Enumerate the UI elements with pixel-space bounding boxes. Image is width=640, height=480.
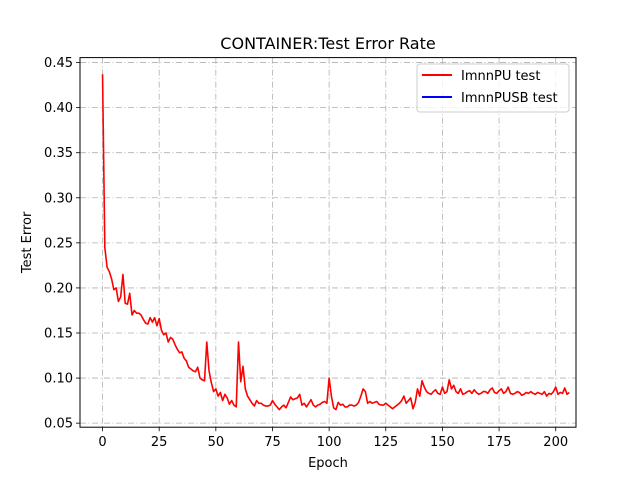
x-tick-label: 125 bbox=[373, 435, 398, 450]
y-tick-label: 0.30 bbox=[44, 191, 73, 206]
legend-label-imnnpusb: ImnnPUSB test bbox=[461, 91, 558, 106]
chart-title: CONTAINER:Test Error Rate bbox=[220, 34, 435, 53]
y-tick-label: 0.10 bbox=[44, 372, 73, 387]
series-layer bbox=[101, 74, 570, 411]
x-tick-label: 50 bbox=[208, 435, 225, 450]
y-tick-label: 0.20 bbox=[44, 281, 73, 296]
y-tick-label: 0.25 bbox=[44, 236, 73, 251]
y-tick-label: 0.40 bbox=[44, 101, 73, 116]
plot-frame bbox=[79, 57, 577, 428]
x-axis-label: Epoch bbox=[308, 456, 348, 471]
x-tick-label: 25 bbox=[151, 435, 168, 450]
y-tick-label: 0.35 bbox=[44, 146, 73, 161]
x-tick-label: 175 bbox=[487, 435, 512, 450]
y-axis-label: Test Error bbox=[20, 211, 35, 274]
series-line-imnnpu-test bbox=[101, 74, 570, 411]
x-tick-label: 100 bbox=[317, 435, 342, 450]
y-tick-label: 0.45 bbox=[44, 56, 73, 71]
y-tick-label: 0.15 bbox=[44, 326, 73, 341]
legend: ImnnPU test ImnnPUSB test bbox=[416, 63, 570, 113]
x-tick-label: 75 bbox=[264, 435, 281, 450]
x-tick-label: 150 bbox=[430, 435, 455, 450]
legend-box bbox=[416, 63, 570, 113]
x-tick-label: 200 bbox=[543, 435, 568, 450]
legend-label-imnnpu: ImnnPU test bbox=[461, 69, 540, 84]
x-tick-label: 0 bbox=[98, 435, 106, 450]
ticks: 0 25 50 75 100 125 150 175 200 0.05 0.10 0.15 0.20 0.… bbox=[44, 56, 568, 450]
y-tick-label: 0.05 bbox=[44, 417, 73, 432]
